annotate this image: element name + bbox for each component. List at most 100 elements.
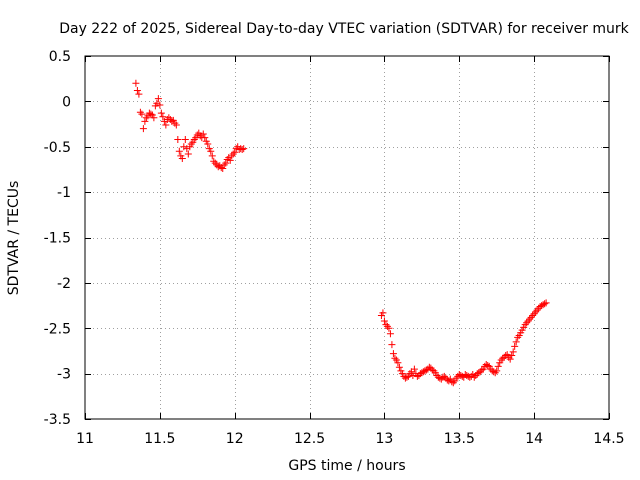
data-point bbox=[490, 368, 498, 376]
data-point bbox=[228, 152, 236, 160]
data-point bbox=[214, 163, 222, 171]
data-point bbox=[527, 313, 535, 321]
x-tick-label: 11 bbox=[76, 431, 94, 447]
y-tick-label: -1.5 bbox=[44, 231, 71, 247]
data-point bbox=[222, 159, 230, 167]
data-point bbox=[478, 366, 486, 374]
data-point bbox=[231, 148, 239, 156]
x-tick-label: 13.5 bbox=[444, 431, 475, 447]
data-point bbox=[416, 370, 424, 378]
data-point bbox=[541, 300, 549, 308]
data-point bbox=[533, 306, 541, 314]
data-point bbox=[421, 367, 429, 375]
y-tick-label: -2 bbox=[57, 276, 71, 292]
data-point bbox=[443, 376, 451, 384]
data-point bbox=[132, 79, 140, 87]
data-point bbox=[410, 365, 418, 373]
data-point bbox=[383, 322, 391, 330]
data-point bbox=[136, 108, 144, 116]
x-tick-label: 14.5 bbox=[593, 431, 624, 447]
data-point bbox=[440, 372, 448, 380]
data-point bbox=[379, 309, 387, 317]
y-tick-label: -2.5 bbox=[44, 321, 71, 337]
data-point bbox=[174, 135, 182, 143]
data-point bbox=[521, 321, 529, 329]
x-tick-label: 13 bbox=[376, 431, 394, 447]
data-point bbox=[409, 371, 417, 379]
data-point bbox=[196, 132, 204, 140]
data-point bbox=[511, 342, 519, 350]
data-point bbox=[403, 373, 411, 381]
x-tick-label: 14 bbox=[525, 431, 543, 447]
data-point bbox=[436, 374, 444, 382]
data-point bbox=[213, 161, 221, 169]
data-point bbox=[168, 117, 176, 125]
x-tick-label: 12.5 bbox=[294, 431, 325, 447]
data-point bbox=[542, 299, 550, 307]
y-tick-label: 0 bbox=[62, 94, 71, 110]
data-point bbox=[160, 117, 168, 125]
data-point bbox=[238, 145, 246, 153]
data-point bbox=[529, 312, 537, 320]
data-point bbox=[401, 374, 409, 382]
y-tick-label: -1 bbox=[57, 185, 71, 201]
data-point bbox=[138, 110, 146, 118]
data-point bbox=[406, 370, 414, 378]
data-point bbox=[133, 86, 141, 94]
data-point bbox=[147, 110, 155, 118]
data-point bbox=[229, 150, 237, 158]
data-point bbox=[455, 371, 463, 379]
data-point bbox=[220, 161, 228, 169]
y-axis-label: SDTVAR / TECUs bbox=[6, 181, 22, 296]
data-point bbox=[512, 338, 520, 346]
data-point bbox=[207, 147, 215, 155]
data-point bbox=[530, 310, 538, 318]
data-point bbox=[199, 130, 207, 138]
data-point bbox=[382, 321, 390, 329]
data-point bbox=[240, 145, 248, 153]
data-point bbox=[452, 374, 460, 382]
axis-ticks: 11 11.5 12 12.5 13 13.5 14 14.5 0.5 0 -0.5 -1 -1.5 -2… bbox=[44, 49, 625, 447]
data-point bbox=[502, 351, 510, 359]
data-point bbox=[388, 341, 396, 349]
data-point bbox=[536, 302, 544, 310]
data-point bbox=[385, 324, 393, 332]
data-point bbox=[165, 114, 173, 122]
data-point bbox=[506, 355, 514, 363]
data-point bbox=[171, 119, 179, 127]
data-point bbox=[389, 350, 397, 358]
data-point bbox=[514, 333, 522, 341]
data-point bbox=[457, 371, 465, 379]
x-tick-label: 11.5 bbox=[144, 431, 175, 447]
data-point bbox=[208, 152, 216, 160]
data-point bbox=[184, 150, 192, 158]
data-point bbox=[445, 377, 453, 385]
data-point bbox=[508, 351, 516, 359]
data-point bbox=[470, 373, 478, 381]
data-point bbox=[467, 372, 475, 380]
data-point bbox=[150, 114, 158, 122]
data-point bbox=[439, 373, 447, 381]
data-point bbox=[539, 301, 547, 309]
data-point bbox=[181, 135, 189, 143]
y-tick-label: -0.5 bbox=[44, 140, 71, 156]
data-point bbox=[178, 155, 186, 163]
data-point bbox=[201, 134, 209, 142]
data-point bbox=[183, 145, 191, 153]
data-point bbox=[187, 140, 195, 148]
data-point bbox=[135, 90, 143, 98]
x-tick-label: 12 bbox=[226, 431, 244, 447]
data-point bbox=[491, 369, 499, 377]
y-tick-label: -3 bbox=[57, 367, 71, 383]
data-point bbox=[494, 362, 502, 370]
data-point bbox=[380, 317, 388, 325]
data-point bbox=[509, 348, 517, 356]
data-point bbox=[538, 302, 546, 310]
data-point bbox=[448, 378, 456, 386]
data-point bbox=[175, 147, 183, 155]
data-point bbox=[211, 159, 219, 167]
data-point bbox=[193, 131, 201, 139]
data-point bbox=[484, 361, 492, 369]
